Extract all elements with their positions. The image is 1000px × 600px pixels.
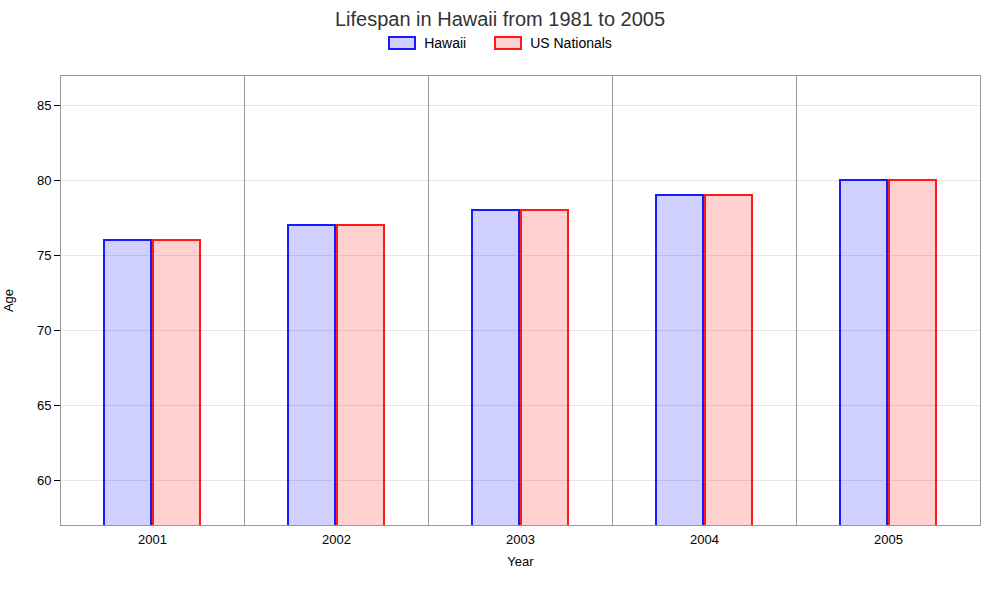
svg-text:Age: Age: [1, 289, 16, 312]
svg-text:75: 75: [37, 248, 51, 263]
svg-text:2005: 2005: [874, 532, 903, 547]
svg-text:2001: 2001: [138, 532, 167, 547]
svg-text:70: 70: [37, 323, 51, 338]
svg-text:85: 85: [37, 98, 51, 113]
svg-text:60: 60: [37, 473, 51, 488]
html-text:Hawaii: Hawaii: [424, 35, 467, 51]
html-text:US Nationals: US Nationals: [530, 35, 612, 51]
svg-text:Year: Year: [507, 554, 534, 569]
svg-text:65: 65: [37, 398, 51, 413]
svg-text:2004: 2004: [690, 532, 719, 547]
html-text:Lifespan in Hawaii from 1981 t: Lifespan in Hawaii from 1981 to 2005: [334, 8, 666, 30]
svg-text:2003: 2003: [506, 532, 535, 547]
svg-text:2002: 2002: [322, 532, 351, 547]
svg-text:80: 80: [37, 173, 51, 188]
